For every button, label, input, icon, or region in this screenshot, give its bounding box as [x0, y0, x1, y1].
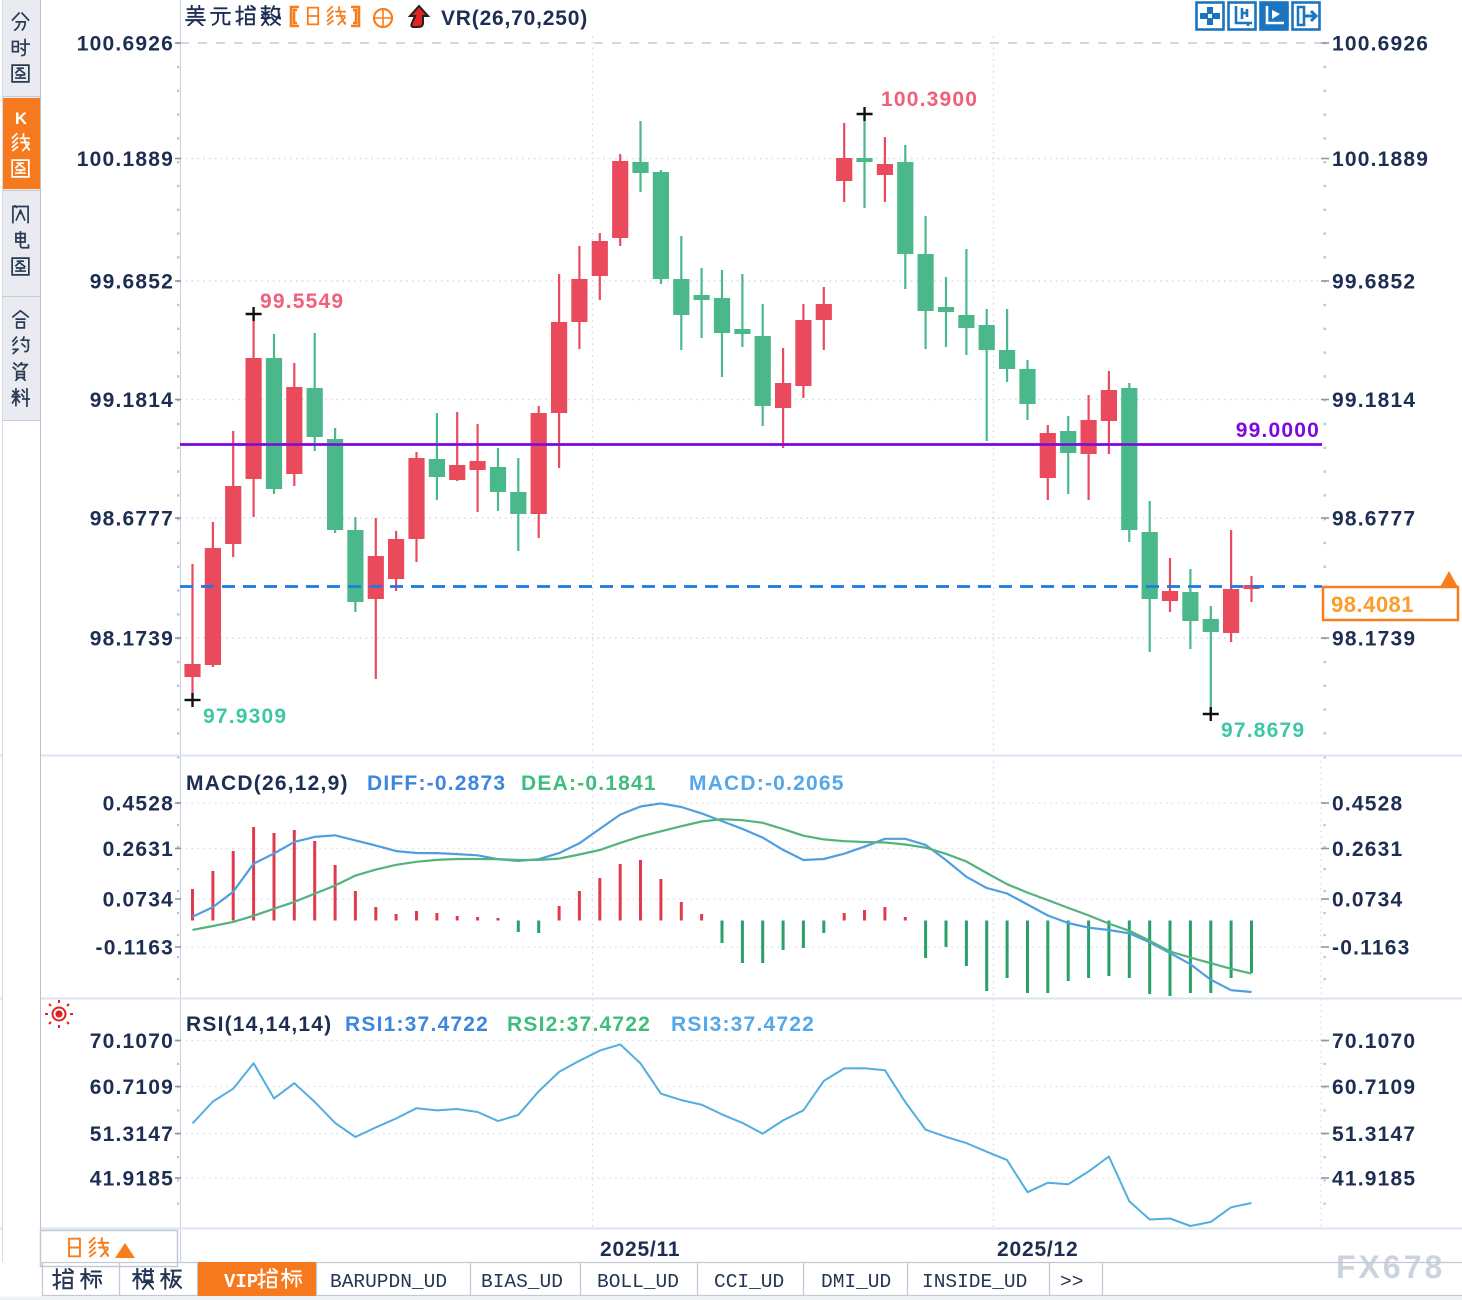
svg-text:0.0734: 0.0734: [1332, 889, 1403, 912]
svg-text:60.7109: 60.7109: [1332, 1076, 1416, 1099]
svg-text:-0.1163: -0.1163: [1332, 937, 1410, 960]
svg-text:RSI1:37.4722: RSI1:37.4722: [345, 1013, 489, 1036]
svg-text:2025/11: 2025/11: [600, 1238, 680, 1261]
svg-text:BARUPDN_UD: BARUPDN_UD: [330, 1271, 447, 1293]
svg-text:99.6852: 99.6852: [1332, 271, 1416, 294]
svg-text:FX678: FX678: [1336, 1249, 1445, 1285]
svg-text:DEA:-0.1841: DEA:-0.1841: [521, 772, 657, 795]
svg-text:BOLL_UD: BOLL_UD: [597, 1271, 679, 1293]
svg-text:VR(26,70,250): VR(26,70,250): [441, 7, 588, 30]
svg-text:98.1739: 98.1739: [90, 628, 174, 651]
svg-text:70.1070: 70.1070: [90, 1030, 174, 1053]
svg-text:VIP: VIP: [224, 1271, 258, 1293]
svg-text:RSI(14,14,14): RSI(14,14,14): [186, 1013, 332, 1036]
svg-text:60.7109: 60.7109: [90, 1076, 174, 1099]
svg-text:97.8679: 97.8679: [1221, 719, 1305, 742]
svg-text:100.1889: 100.1889: [77, 148, 174, 171]
svg-text:CCI_UD: CCI_UD: [714, 1271, 784, 1293]
svg-text:RSI2:37.4722: RSI2:37.4722: [507, 1013, 651, 1036]
svg-text:99.1814: 99.1814: [1332, 389, 1416, 412]
svg-text:100.1889: 100.1889: [1332, 148, 1429, 171]
svg-text:2025/12: 2025/12: [997, 1238, 1079, 1261]
svg-text:0.4528: 0.4528: [1332, 793, 1403, 816]
svg-text:41.9185: 41.9185: [90, 1168, 174, 1191]
svg-text:99.0000: 99.0000: [1236, 419, 1320, 442]
svg-text:MACD(26,12,9): MACD(26,12,9): [186, 772, 349, 795]
svg-text:0.2631: 0.2631: [103, 838, 174, 861]
svg-text:98.1739: 98.1739: [1332, 628, 1416, 651]
svg-text:K: K: [15, 109, 28, 128]
svg-text:98.6777: 98.6777: [90, 508, 174, 531]
svg-text:0.0734: 0.0734: [103, 889, 174, 912]
svg-text:>>: >>: [1060, 1271, 1083, 1293]
svg-text:0.2631: 0.2631: [1332, 838, 1403, 861]
svg-text:41.9185: 41.9185: [1332, 1168, 1416, 1191]
svg-text:RSI3:37.4722: RSI3:37.4722: [671, 1013, 815, 1036]
svg-text:DIFF:-0.2873: DIFF:-0.2873: [367, 772, 506, 795]
svg-text:99.6852: 99.6852: [90, 271, 174, 294]
svg-text:70.1070: 70.1070: [1332, 1030, 1416, 1053]
svg-text:-0.1163: -0.1163: [96, 937, 174, 960]
svg-text:51.3147: 51.3147: [1332, 1123, 1416, 1146]
svg-text:99.1814: 99.1814: [90, 389, 174, 412]
svg-text:100.3900: 100.3900: [881, 88, 978, 111]
svg-text:DMI_UD: DMI_UD: [821, 1271, 891, 1293]
svg-text:MACD:-0.2065: MACD:-0.2065: [689, 772, 845, 795]
svg-text:0.4528: 0.4528: [103, 793, 174, 816]
svg-text:99.5549: 99.5549: [260, 290, 344, 313]
svg-text:98.6777: 98.6777: [1332, 508, 1416, 531]
svg-text:BIAS_UD: BIAS_UD: [481, 1271, 563, 1293]
svg-text:97.9309: 97.9309: [203, 705, 287, 728]
svg-text:51.3147: 51.3147: [90, 1123, 174, 1146]
svg-text:100.6926: 100.6926: [77, 33, 174, 56]
svg-text:98.4081: 98.4081: [1331, 592, 1414, 617]
svg-text:100.6926: 100.6926: [1332, 33, 1429, 56]
svg-text:INSIDE_UD: INSIDE_UD: [922, 1271, 1027, 1293]
